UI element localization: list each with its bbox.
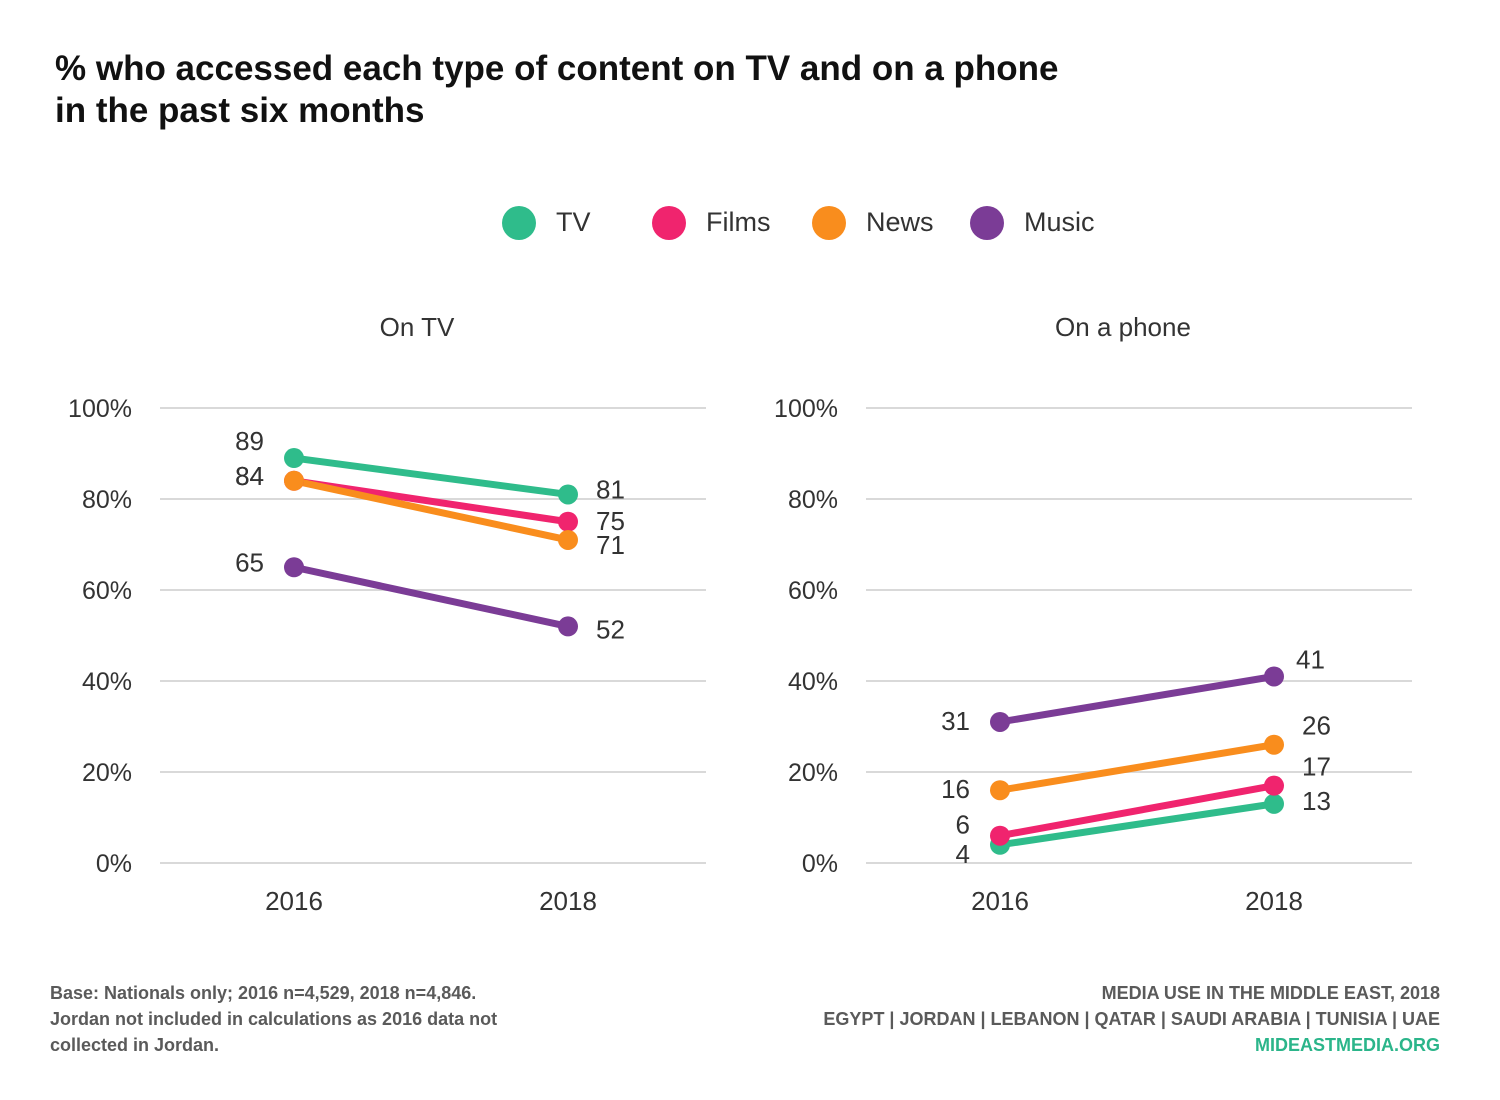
legend-item-films: Films [652,195,770,250]
data-label-films-2016: 84 [235,461,264,491]
data-label-films-2016: 6 [956,810,970,840]
legend: TV Films News Music [0,195,1500,250]
legend-swatch-music [970,205,1004,240]
series-line-news [290,477,572,544]
chart-panel-on-a-phone: On a phone 0% 20% 40% 60% 80% 100% 2016 2018 4 13 6… [774,312,1412,916]
footnote: Base: Nationals only; 2016 n=4,529, 2018… [50,980,670,1058]
data-point-news-2018 [558,529,578,550]
legend-label-films: Films [706,207,771,237]
x-tick-label: 2016 [265,886,323,916]
y-tick-label: 60% [788,577,838,605]
legend-swatch-news [812,205,846,240]
data-label-films-2018: 17 [1302,752,1331,782]
y-tick-label: 0% [96,850,132,878]
data-label-tv-2018: 81 [596,474,625,504]
legend-label-music: Music [1024,207,1095,237]
y-tick-label: 100% [68,395,132,423]
series-line-music [996,672,1278,726]
footnote-line-3: collected in Jordan. [50,1035,220,1055]
data-label-tv-2016: 89 [235,426,264,456]
panel-title: On a phone [1055,312,1191,342]
data-point-tv-2018 [558,484,578,505]
legend-item-tv: TV [502,195,591,250]
data-point-tv-2016 [284,448,304,469]
chart-title-line-2: in the past six months [55,91,425,130]
data-point-films-2018 [558,511,578,532]
data-point-music-2016 [284,557,304,578]
data-point-films-2018 [1264,775,1284,796]
y-tick-label: 60% [82,577,132,605]
data-point-music-2016 [990,711,1010,732]
panel-title: On TV [380,312,455,342]
series-line-films [996,782,1278,840]
series-line-music [290,563,572,630]
data-label-music-2018: 41 [1296,644,1325,674]
y-tick-label: 80% [82,486,132,514]
series-line-tv [290,454,572,498]
data-label-tv-2016: 4 [956,839,970,869]
y-tick-label: 20% [82,759,132,787]
footnote-line-2: Jordan not included in calculations as 2… [50,1009,498,1029]
chart-title: % who accessed each type of content on T… [55,48,1255,132]
data-label-music-2016: 31 [941,706,970,736]
data-point-tv-2018 [1264,793,1284,814]
data-label-music-2016: 65 [235,547,264,577]
legend-item-news: News [812,195,934,250]
data-point-news-2016 [990,780,1010,801]
data-point-music-2018 [1264,666,1284,687]
legend-swatch-films [652,205,686,240]
legend-label-tv: TV [556,207,591,237]
data-label-news-2016: 16 [941,774,970,804]
y-tick-label: 40% [788,668,838,696]
data-label-news-2018: 71 [596,530,625,560]
legend-swatch-tv [502,205,536,240]
x-tick-label: 2016 [971,886,1029,916]
y-tick-label: 0% [802,850,838,878]
series-line-tv [996,800,1278,849]
y-tick-label: 20% [788,759,838,787]
footnote-line-1: Base: Nationals only; 2016 n=4,529, 2018… [50,983,477,1003]
y-tick-label: 80% [788,486,838,514]
source-title: MEDIA USE IN THE MIDDLE EAST, 2018 [1101,983,1440,1003]
data-label-news-2018: 26 [1302,711,1331,741]
chart-panel-on-tv: On TV0%20%40%60%80%100%2016 2018898184758… [68,312,706,916]
data-point-music-2018 [558,616,578,637]
x-tick-label: 2018 [539,886,597,916]
data-point-news-2016 [284,470,304,491]
y-tick-label: 100% [774,395,838,423]
y-tick-label: 40% [82,668,132,696]
data-label-films-2018: 75 [596,506,625,536]
data-label-news-2016: 84 [235,461,264,491]
source-countries: EGYPT | JORDAN | LEBANON | QATAR | SAUDI… [823,1009,1440,1029]
series-line-news [996,741,1278,794]
data-point-news-2018 [1264,734,1284,755]
source-website-link[interactable]: MIDEASTMEDIA.ORG [1254,1035,1440,1055]
data-label-tv-2018: 13 [1302,786,1331,816]
data-label-music-2018: 52 [596,614,625,644]
legend-item-music: Music [970,195,1095,250]
data-point-films-2016 [990,825,1010,846]
chart-title-line-1: % who accessed each type of content on T… [55,49,1059,88]
x-tick-label: 2018 [1245,886,1303,916]
source-credit: MEDIA USE IN THE MIDDLE EAST, 2018 EGYPT… [640,980,1440,1058]
legend-label-news: News [866,207,934,237]
